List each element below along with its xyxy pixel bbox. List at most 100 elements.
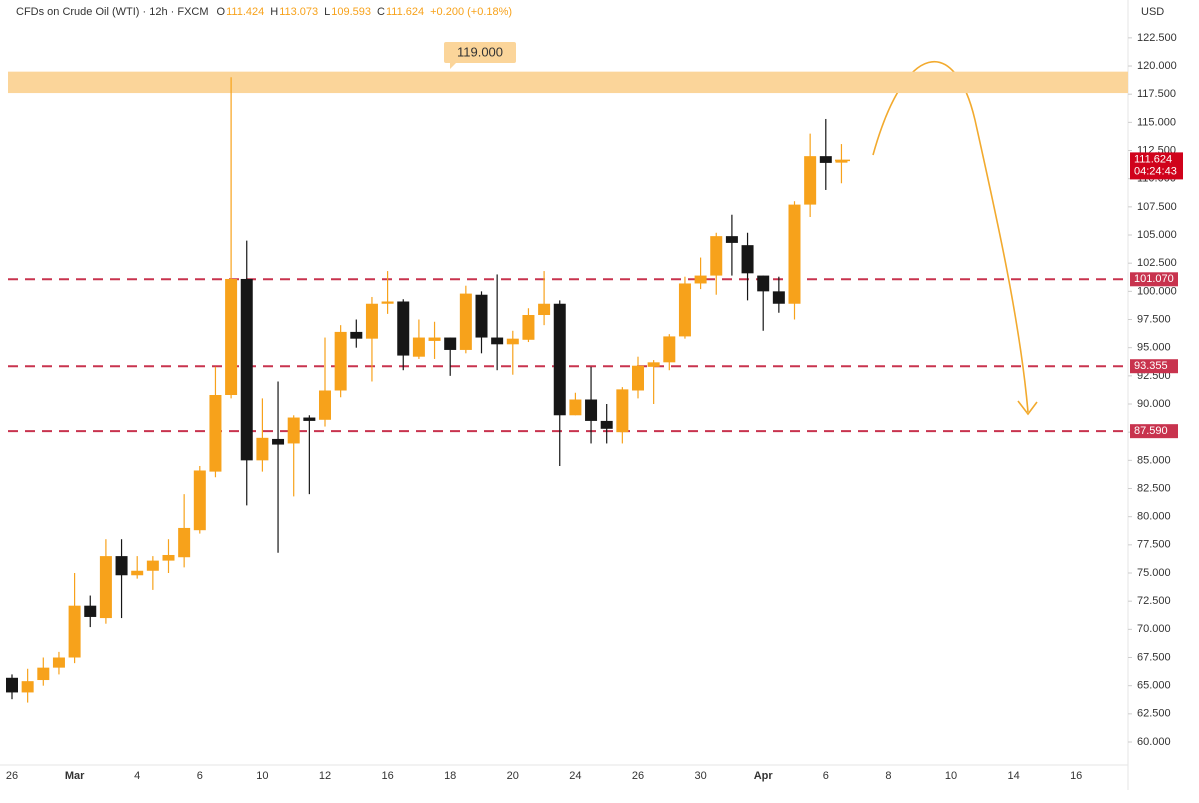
candle-body: [459, 293, 472, 350]
x-tick-label: 14: [1007, 770, 1019, 782]
candle-body: [538, 303, 551, 316]
x-tick-label: 20: [507, 770, 519, 782]
countdown: 04:24:43: [1134, 165, 1177, 177]
y-tick-label: 102.500: [1137, 257, 1177, 269]
y-tick-label: 82.500: [1137, 482, 1171, 494]
candle-body: [115, 556, 128, 576]
candle-body: [381, 301, 394, 304]
level-label-bg: [1130, 424, 1178, 439]
candle-body: [428, 337, 441, 341]
price-label-bg: [1130, 152, 1183, 180]
candle-body: [37, 667, 50, 681]
price-label: 111.624: [1134, 153, 1172, 165]
y-tick-label: 85.000: [1137, 454, 1171, 466]
candle-body: [522, 315, 535, 340]
ohlc-letter: L: [324, 6, 330, 18]
ohlc-letter: O: [217, 6, 226, 18]
candle-body: [553, 303, 566, 416]
candle-body: [678, 283, 691, 337]
forecast-arrow: [872, 61, 1029, 413]
candle-body: [365, 303, 378, 339]
x-tick-label: 10: [256, 770, 268, 782]
candle-body: [600, 420, 613, 429]
candle-body: [178, 527, 191, 558]
y-tick-label: 62.500: [1137, 708, 1171, 720]
y-tick-label: 100.000: [1137, 285, 1177, 297]
ohlc-letter: H: [270, 6, 278, 18]
candle-body: [99, 556, 112, 619]
header: CFDs on Crude Oil (WTI) · 12h · FXCM O 111…: [16, 6, 512, 18]
candle-body: [491, 337, 504, 345]
x-tick-label: 6: [823, 770, 829, 782]
y-tick-label: 90.000: [1137, 398, 1171, 410]
candle-body: [131, 570, 144, 576]
ohlc-value: 111.624: [386, 6, 424, 18]
candle-body: [240, 278, 253, 461]
y-tick-label: 95.000: [1137, 342, 1171, 354]
ohlc-value: 109.593: [331, 6, 371, 18]
x-tick-label: 16: [381, 770, 393, 782]
candle-body: [647, 362, 660, 367]
level-label-bg: [1130, 272, 1178, 287]
level-label: 87.590: [1134, 425, 1168, 437]
candle-body: [334, 331, 347, 391]
x-tick-label: 12: [319, 770, 331, 782]
currency: USD: [1141, 6, 1164, 18]
zone-label-pointer: [450, 63, 456, 69]
y-tick-label: 117.500: [1137, 88, 1176, 100]
y-tick-label: 60.000: [1137, 736, 1171, 748]
y-tick-label: 77.500: [1137, 539, 1171, 551]
zone-label: 119.000: [457, 44, 503, 59]
symbol: CFDs on Crude Oil (WTI) · 12h · FXCM: [16, 6, 209, 18]
x-tick-label: 16: [1070, 770, 1082, 782]
x-tick-label: Mar: [65, 770, 85, 782]
candle-body: [256, 437, 269, 461]
candle-body: [741, 245, 754, 274]
candle-body: [21, 681, 34, 693]
candle-body: [225, 278, 238, 395]
candle-body: [303, 417, 316, 421]
y-tick-label: 107.500: [1137, 201, 1177, 213]
level-label: 93.355: [1134, 360, 1168, 372]
x-tick-label: 6: [197, 770, 203, 782]
x-tick-label: 26: [6, 770, 18, 782]
candle-body: [694, 275, 707, 284]
ohlc-letter: C: [377, 6, 385, 18]
candle-body: [84, 605, 97, 617]
candle-body: [412, 337, 425, 357]
x-tick-label: 8: [885, 770, 891, 782]
y-tick-label: 115.000: [1137, 116, 1176, 128]
level-label: 101.070: [1134, 273, 1174, 285]
x-tick-label: 24: [569, 770, 581, 782]
candle-body: [444, 337, 457, 350]
candle-body: [663, 336, 676, 363]
candle-body: [632, 365, 644, 391]
candle-body: [819, 156, 832, 163]
y-tick-label: 122.500: [1137, 32, 1177, 44]
y-tick-label: 72.500: [1137, 595, 1171, 607]
candle-body: [585, 399, 598, 421]
level-label-bg: [1130, 359, 1178, 374]
candle-body: [397, 301, 410, 356]
candle-body: [319, 390, 331, 420]
ohlc-value: 111.424: [226, 6, 264, 18]
change: +0.200 (+0.18%): [430, 6, 512, 18]
x-tick-label: 10: [945, 770, 957, 782]
candle-body: [725, 236, 738, 243]
candle-body: [772, 291, 785, 304]
resistance-zone: [8, 71, 1128, 94]
candle-body: [804, 156, 817, 205]
candle-body: [757, 275, 770, 292]
candle-body: [710, 236, 723, 276]
y-tick-label: 75.000: [1137, 567, 1171, 579]
candle-body: [788, 204, 801, 304]
candle-body: [6, 677, 18, 693]
candle-body: [209, 395, 222, 472]
y-tick-label: 67.500: [1137, 651, 1171, 663]
candle-body: [835, 160, 848, 163]
candle-body: [287, 417, 300, 444]
x-tick-label: 18: [444, 770, 456, 782]
x-tick-label: Apr: [754, 770, 774, 782]
candle-body: [506, 338, 519, 345]
